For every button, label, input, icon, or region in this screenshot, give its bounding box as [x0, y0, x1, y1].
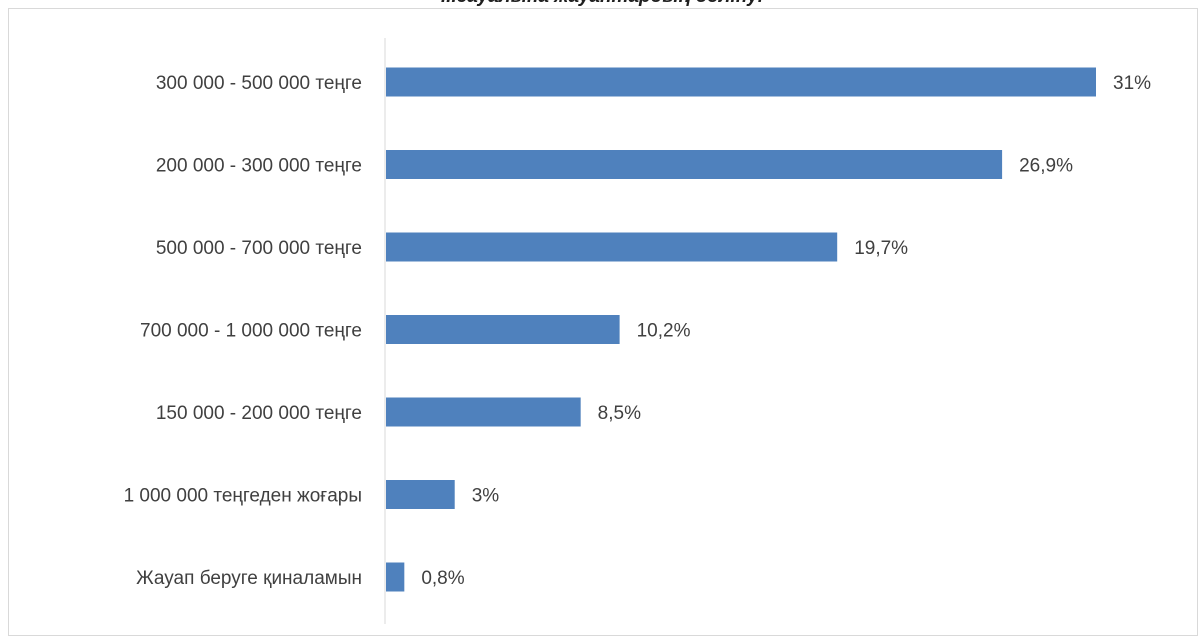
bar-4 — [386, 397, 581, 427]
bar-2 — [386, 232, 838, 262]
category-label-2: 500 000 - 700 000 теңге — [156, 238, 362, 259]
category-label-3: 700 000 - 1 000 000 теңге — [140, 321, 362, 342]
bar-0 — [386, 67, 1096, 97]
category-label-4: 150 000 - 200 000 теңге — [156, 403, 362, 424]
category-label-1: 200 000 - 300 000 теңге — [156, 156, 362, 177]
data-label-2: 19,7% — [854, 238, 908, 259]
data-label-3: 10,2% — [637, 321, 691, 342]
chart-title: ...сауалына жауаптардың бөлінуі — [0, 0, 1204, 8]
bar-5 — [386, 480, 455, 509]
data-label-1: 26,9% — [1019, 156, 1073, 177]
category-label-0: 300 000 - 500 000 теңге — [156, 73, 362, 94]
bar-6 — [386, 562, 405, 592]
data-label-0: 31% — [1113, 73, 1151, 94]
data-label-5: 3% — [472, 486, 500, 507]
data-label-6: 0,8% — [421, 568, 464, 589]
bar-3 — [386, 315, 620, 344]
bar-1 — [386, 150, 1003, 179]
data-label-4: 8,5% — [598, 403, 641, 424]
category-label-6: Жауап беруге қиналамын — [136, 568, 362, 589]
category-label-5: 1 000 000 теңгеден жоғары — [124, 486, 362, 507]
